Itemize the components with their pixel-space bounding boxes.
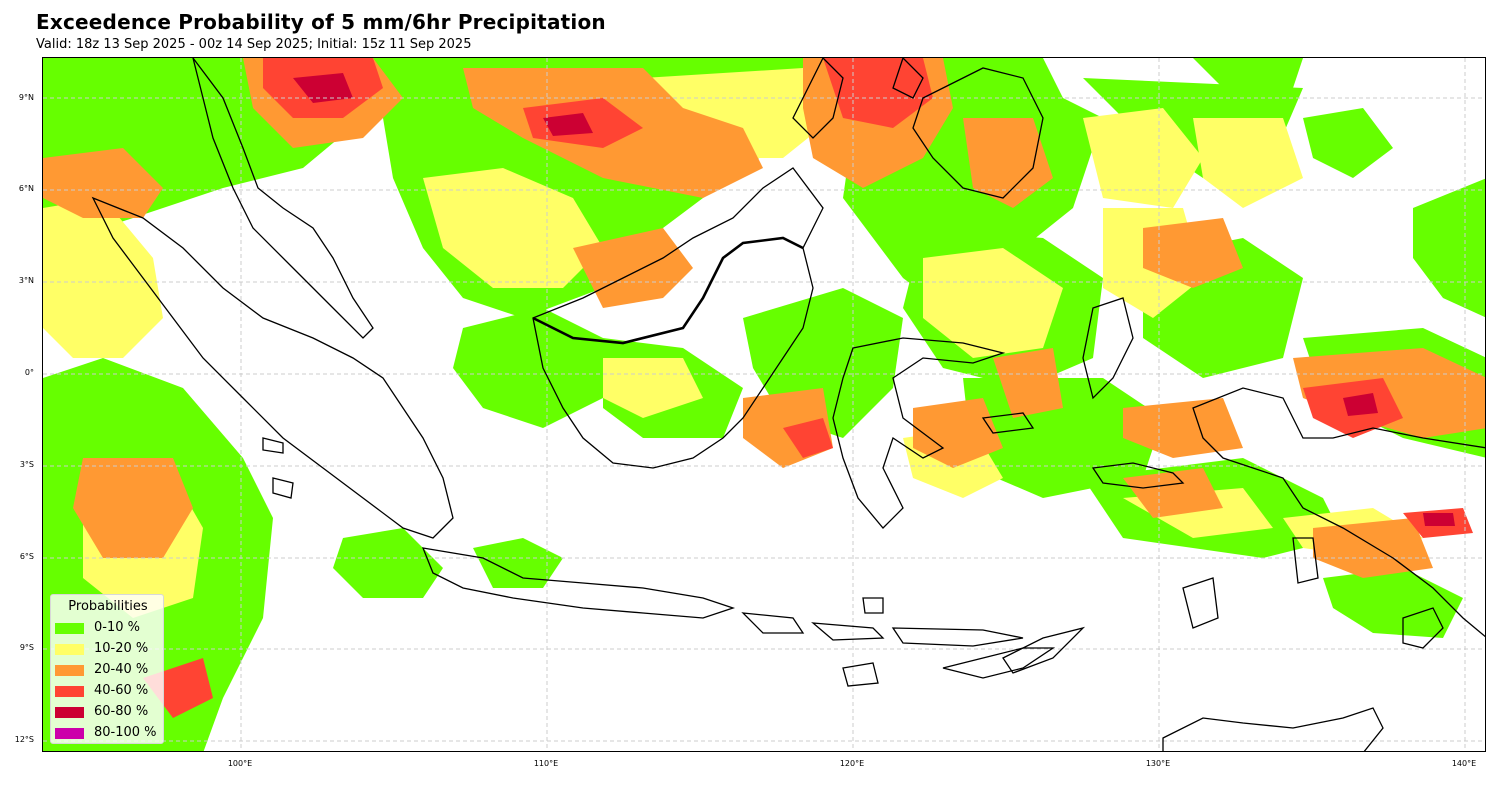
legend-item: 80-100 %: [55, 724, 163, 744]
legend-swatch: [55, 686, 84, 697]
lat-tick-label: 6°S: [19, 552, 34, 561]
lon-tick-label: 130°E: [1145, 759, 1171, 768]
legend-label: 40-60 %: [94, 683, 149, 698]
legend-label: 10-20 %: [94, 641, 149, 656]
lon-tick-label: 100°E: [227, 759, 253, 768]
lat-tick-label: 3°S: [19, 460, 34, 469]
lat-tick-label: 9°S: [19, 643, 34, 652]
legend-swatch: [55, 665, 84, 676]
lon-tick-label: 140°E: [1451, 759, 1477, 768]
legend-item: 0-10 %: [55, 619, 163, 639]
map-legend: Probabilities 0-10 % 10-20 % 20-40 % 40-…: [50, 594, 164, 744]
legend-label: 20-40 %: [94, 662, 149, 677]
legend-item: 40-60 %: [55, 682, 163, 702]
legend-item: 20-40 %: [55, 661, 163, 681]
precipitation-map: [43, 58, 1485, 751]
legend-swatch: [55, 644, 84, 655]
legend-title: Probabilities: [68, 599, 148, 614]
legend-swatch: [55, 707, 84, 718]
legend-label: 0-10 %: [94, 620, 140, 635]
map-title: Exceedence Probability of 5 mm/6hr Preci…: [36, 10, 606, 34]
legend-swatch: [55, 623, 84, 634]
probability-fields: [43, 58, 1485, 751]
map-gridlines: [43, 58, 1485, 751]
legend-label: 80-100 %: [94, 725, 157, 740]
lat-tick-label: 6°N: [18, 184, 34, 193]
map-panel: [42, 57, 1486, 752]
map-subtitle: Valid: 18z 13 Sep 2025 - 00z 14 Sep 2025…: [36, 37, 472, 52]
legend-swatch: [55, 728, 84, 739]
lat-tick-label: 12°S: [14, 735, 34, 744]
legend-label: 60-80 %: [94, 704, 149, 719]
lon-tick-label: 120°E: [839, 759, 865, 768]
lon-tick-label: 110°E: [533, 759, 559, 768]
coastlines: [91, 58, 1485, 751]
legend-item: 60-80 %: [55, 703, 163, 723]
lat-tick-label: 9°N: [18, 93, 34, 102]
lat-tick-label: 3°N: [18, 276, 34, 285]
legend-item: 10-20 %: [55, 640, 163, 660]
lat-tick-label: 0°: [24, 368, 34, 377]
